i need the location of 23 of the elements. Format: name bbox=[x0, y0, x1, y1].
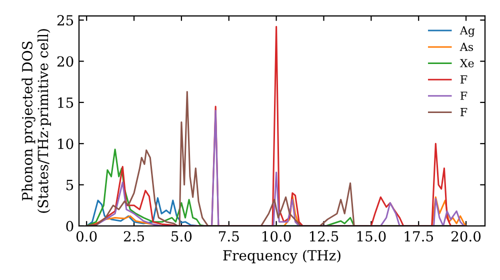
x-axis-title: Frequency (THz) bbox=[223, 250, 340, 264]
legend-label: Xe bbox=[460, 59, 474, 68]
legend-label: F bbox=[460, 75, 468, 84]
y-tick-label: 0 bbox=[66, 220, 74, 232]
x-tick-label: 2.5 bbox=[124, 231, 144, 242]
x-tick-label: 5.0 bbox=[172, 231, 192, 242]
y-tick-label: 5 bbox=[66, 180, 74, 190]
x-tick-label: 0.0 bbox=[76, 231, 97, 242]
legend-label: F bbox=[460, 92, 468, 100]
x-tick-label: 12.5 bbox=[310, 231, 338, 242]
y-tick-label: 15 bbox=[58, 97, 74, 108]
legend-label: F bbox=[460, 108, 468, 116]
x-tick-label: 10.0 bbox=[262, 231, 291, 242]
y-tick-label: 10 bbox=[58, 138, 74, 150]
y-axis-title: Phonon projected DOS (States/THz·primitive cell) bbox=[22, 29, 51, 213]
y-tick-label: 20 bbox=[57, 56, 74, 67]
x-tick-label: 7.5 bbox=[219, 231, 239, 242]
legend-label: Ag bbox=[460, 26, 475, 37]
legend-label: As bbox=[460, 42, 474, 52]
x-tick-label: 17.5 bbox=[404, 231, 433, 242]
x-tick-label: 20.0 bbox=[452, 231, 481, 242]
y-tick-label: 25 bbox=[57, 15, 74, 26]
x-tick-label: 15.0 bbox=[357, 231, 386, 242]
